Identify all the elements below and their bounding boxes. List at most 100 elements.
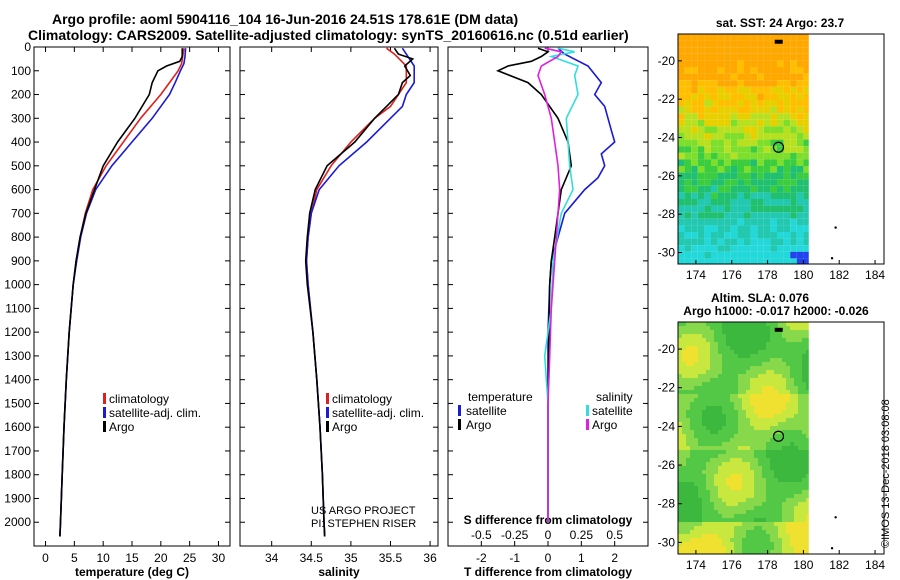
map-cell: [734, 534, 738, 538]
map-cell: [774, 426, 778, 430]
map-cell: [802, 434, 806, 438]
map-cell: [746, 470, 750, 474]
map-cell: [702, 382, 706, 386]
map-cell: [734, 518, 738, 522]
map-cell: [796, 60, 804, 67]
map-cell: [763, 251, 771, 259]
map-cell: [682, 374, 686, 378]
map-cell: [684, 212, 692, 219]
map-cell: [694, 494, 698, 498]
diff-temp-legend: temperature satellite Argo: [458, 390, 533, 432]
map-cell: [678, 225, 685, 232]
map-cell: [714, 498, 718, 502]
map-cell: [798, 450, 802, 454]
map-cell: [690, 546, 694, 550]
map-cell: [734, 434, 738, 438]
map-cell: [754, 470, 758, 474]
map-cell: [722, 366, 726, 370]
map-cell: [754, 338, 758, 342]
map-cell: [702, 458, 706, 462]
map-cell: [738, 486, 742, 490]
map-cell: [682, 466, 686, 470]
map-cell: [762, 402, 766, 406]
map-cell: [710, 394, 714, 398]
map-cell: [746, 486, 750, 490]
map-cell: [778, 530, 782, 534]
map-cell: [690, 446, 694, 450]
map-cell: [790, 494, 794, 498]
map-cell: [802, 478, 806, 482]
map-cell: [742, 514, 746, 518]
map-cell: [757, 106, 764, 114]
map-cell: [794, 458, 798, 462]
map-cell: [704, 205, 711, 213]
map-cell: [758, 502, 762, 506]
map-cell: [704, 192, 711, 199]
map-cell: [697, 67, 705, 74]
map-cell: [682, 410, 686, 414]
map-cell: [717, 100, 725, 107]
map-cell: [796, 126, 804, 133]
map-cell: [802, 522, 806, 526]
map-cell: [682, 522, 686, 526]
map-cell: [702, 454, 706, 458]
map-cell: [754, 522, 758, 526]
map-cell: [730, 159, 738, 166]
map-cell: [726, 426, 730, 430]
map-cell: [802, 462, 806, 466]
map-cell: [702, 506, 706, 510]
map-cell: [778, 434, 782, 438]
map-cell: [790, 212, 797, 219]
map-cell: [722, 546, 726, 550]
map-cell: [802, 326, 806, 330]
map-cell: [714, 370, 718, 374]
map-cell: [714, 506, 718, 510]
map-cell: [706, 542, 710, 546]
map-cell: [730, 494, 734, 498]
map-cell: [711, 133, 718, 140]
map-cell: [702, 402, 706, 406]
map-cell: [711, 106, 718, 114]
map-cell: [706, 494, 710, 498]
map-cell: [706, 358, 710, 362]
map-cell: [730, 192, 738, 199]
map-cell: [754, 482, 758, 486]
map-cell: [806, 414, 809, 418]
map-cell: [718, 442, 722, 446]
map-cell: [717, 251, 725, 259]
map-cell: [758, 454, 762, 458]
map-cell: [786, 322, 790, 326]
map-cell: [694, 358, 698, 362]
map-cell: [774, 358, 778, 362]
map-cell: [717, 218, 725, 226]
map-cell: [678, 362, 682, 366]
map-cell: [722, 438, 726, 442]
map-cell: [774, 346, 778, 350]
map-cell: [750, 80, 758, 87]
map-cell: [698, 402, 702, 406]
map-cell: [750, 418, 754, 422]
map-cell: [730, 418, 734, 422]
map-cell: [754, 526, 758, 530]
map-cell: [782, 446, 786, 450]
map-cell: [711, 139, 718, 147]
map-cell: [678, 510, 682, 514]
map-cell: [757, 86, 764, 94]
map-cell: [726, 494, 730, 498]
map-cell: [806, 338, 809, 342]
map-cell: [682, 546, 686, 550]
map-cell: [770, 354, 774, 358]
map-cell: [796, 212, 804, 219]
map-cell: [686, 522, 690, 526]
map-cell: [730, 438, 734, 442]
map-cell: [694, 538, 698, 542]
map-cell: [777, 199, 784, 206]
map-cell: [737, 53, 744, 61]
map-cell: [704, 133, 711, 140]
map-cell: [742, 390, 746, 394]
map-cell: [762, 362, 766, 366]
map-cell: [734, 362, 738, 366]
map-cell: [790, 73, 797, 81]
map-cell: [694, 382, 698, 386]
map-cell: [786, 422, 790, 426]
